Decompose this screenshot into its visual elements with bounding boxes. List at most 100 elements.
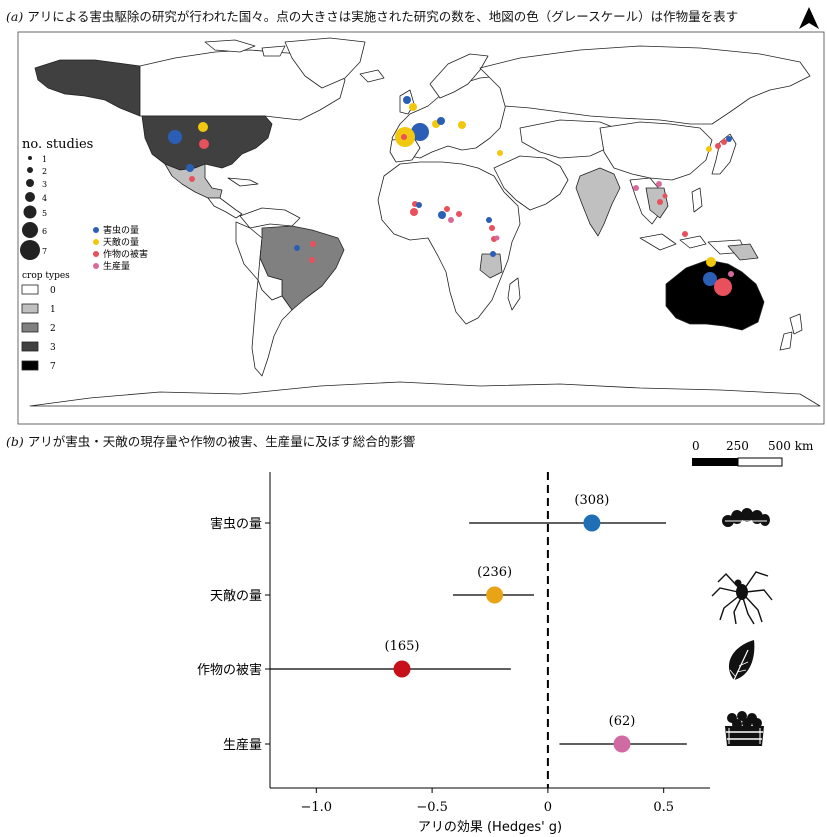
point-damage	[444, 206, 450, 212]
country-madagascar	[507, 277, 521, 311]
effect-point	[393, 660, 411, 678]
country-alaska	[34, 59, 141, 117]
panel-b-label: (b)	[6, 434, 24, 449]
crop-label-3: 3	[50, 343, 56, 353]
category-label: 生産量	[223, 737, 262, 753]
row-crop-damage: 作物の被害 (165)	[197, 639, 511, 678]
size-dot-6	[22, 222, 38, 238]
point-damage	[309, 257, 315, 263]
category-label: 天敵の量	[210, 588, 262, 604]
scandinavia	[429, 53, 489, 99]
effect-point	[583, 514, 601, 532]
point-enemy	[706, 146, 712, 152]
country-greenland	[284, 37, 366, 89]
caterpillar-icon	[722, 508, 770, 527]
size-dot-2	[27, 167, 33, 173]
size-dot-3	[26, 179, 34, 187]
country-iceland	[359, 69, 385, 83]
country-china	[599, 121, 713, 181]
country-new-zealand	[779, 313, 803, 351]
scale-segment-white	[737, 457, 783, 467]
legend-crop-types: crop types 0 1 2 3 7	[21, 271, 70, 372]
legend-label-enemy: 天敵の量	[103, 236, 139, 248]
country-japan	[711, 133, 737, 175]
legend-studies: no. studies 1 2 3 4 5 6 7	[20, 137, 93, 260]
size-label-1: 1	[42, 155, 47, 164]
point-damage	[714, 278, 732, 296]
central-america	[207, 197, 243, 219]
point-yield	[656, 181, 662, 187]
point-damage	[662, 193, 668, 199]
point-damage	[189, 176, 195, 182]
spider-icon	[711, 571, 773, 625]
point-pest	[726, 136, 732, 142]
x-ticks: −1.0 −0.5 0 0.5	[301, 788, 674, 815]
indochina	[645, 187, 669, 219]
point-damage	[401, 134, 407, 140]
antarctica	[29, 381, 821, 407]
panel-a-title: (a) アリによる害虫駆除の研究が行われた国々。点の大きさは実施された研究の数を…	[6, 6, 738, 25]
sample-size-label: (236)	[477, 565, 512, 580]
point-pest	[486, 217, 492, 223]
leaf-icon	[728, 640, 755, 685]
point-yield	[494, 235, 500, 241]
point-pest	[703, 272, 717, 286]
row-natural-enemy-abundance: 天敵の量 (236)	[210, 565, 534, 604]
country-philippines	[691, 187, 703, 213]
panel-b-title-text: アリが害虫・天敵の現存量や作物の被害、生産量に及ぼす総合的影響	[27, 434, 416, 449]
point-pest	[168, 130, 182, 144]
crop-label-7: 7	[50, 362, 56, 372]
crop-swatch-3	[21, 341, 39, 352]
legend-studies-title: no. studies	[22, 137, 93, 152]
legend-dot-pest	[93, 227, 99, 233]
row-yield: 生産量 (62)	[223, 714, 687, 753]
point-enemy	[198, 122, 208, 132]
country-russia	[479, 45, 811, 125]
scale-segment-black	[692, 458, 738, 466]
scale-tick-0: 0	[692, 439, 700, 453]
panel-b-title: (b) アリが害虫・天敵の現存量や作物の被害、生産量に及ぼす総合的影響	[6, 431, 415, 450]
legend-label-pest: 害虫の量	[103, 224, 139, 236]
legend-dot-enemy	[93, 239, 99, 245]
forest-plot: −1.0 −0.5 0 0.5 アリの効果 (Hedges' g) 害虫の量 (…	[197, 472, 773, 835]
crop-swatch-1	[21, 303, 39, 314]
point-yield	[448, 217, 454, 223]
row-pest-abundance: 害虫の量 (308)	[210, 493, 666, 532]
point-damage	[199, 139, 209, 149]
point-pest	[403, 96, 411, 104]
point-damage	[310, 241, 316, 247]
effect-point	[486, 586, 504, 604]
arctic-islands	[204, 39, 286, 57]
point-yield	[728, 271, 734, 277]
point-pest	[411, 123, 429, 141]
study-points	[168, 96, 734, 296]
point-damage	[721, 139, 727, 145]
size-label-4: 4	[42, 194, 47, 203]
size-label-5: 5	[42, 209, 47, 218]
point-damage	[456, 211, 462, 217]
size-dot-1	[28, 156, 32, 160]
point-pest	[416, 202, 422, 208]
legend-label-damage: 作物の被害	[103, 248, 148, 260]
size-dot-7	[20, 240, 40, 260]
size-dot-4	[25, 192, 35, 202]
point-damage	[489, 225, 495, 231]
size-label-6: 6	[42, 227, 47, 236]
point-pest	[294, 245, 300, 251]
x-tick-label: 0.5	[653, 800, 674, 815]
central-asia	[519, 119, 621, 159]
point-enemy	[458, 121, 466, 129]
crop-label-2: 2	[50, 324, 56, 334]
effect-point	[613, 735, 631, 753]
point-enemy	[706, 257, 716, 267]
point-yield	[633, 185, 639, 191]
crop-label-0: 0	[50, 286, 56, 296]
legend-crops-title: crop types	[22, 271, 70, 281]
fruit-crate-icon	[725, 711, 764, 746]
panel-a-title-text: アリによる害虫駆除の研究が行われた国々。点の大きさは実施された研究の数を、地図の…	[27, 9, 739, 24]
country-india	[575, 167, 621, 237]
size-label-2: 2	[42, 167, 47, 176]
country-png	[727, 243, 759, 261]
scale-bar: 0 250 500 km	[692, 439, 814, 467]
point-damage	[682, 231, 688, 237]
